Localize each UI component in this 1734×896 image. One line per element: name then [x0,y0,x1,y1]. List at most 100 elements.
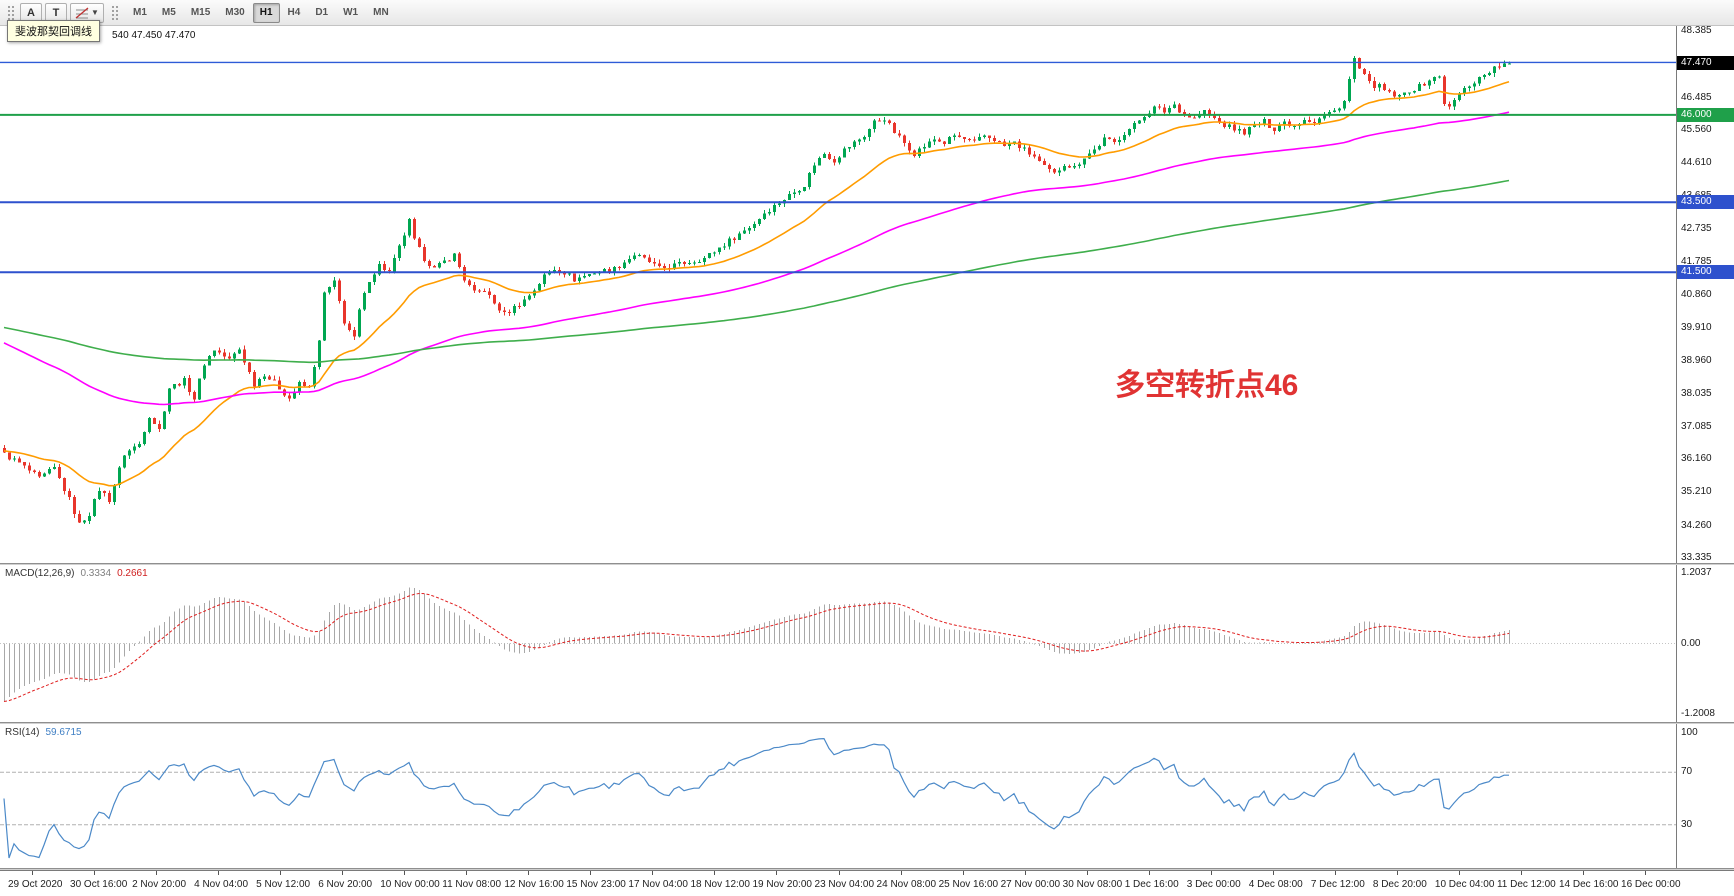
time-tick [1148,871,1150,875]
time-tick [32,871,33,875]
panel-separator[interactable] [0,722,1734,724]
time-axis-label: 5 Nov 12:00 [256,879,311,890]
price-axis-label: 34.260 [1681,519,1712,531]
chart-annotation[interactable]: 多空转折点46 [1115,369,1299,402]
time-axis-label: 11 Dec 12:00 [1496,879,1556,890]
toolbar-drag-handle[interactable] [6,3,14,22]
ohlc-quote: 540 47.450 47.470 [112,30,196,41]
macd-axis-label: -1.2008 [1681,707,1715,719]
macd-histogram [4,587,1510,702]
time-tick [342,871,344,875]
time-tick [94,871,96,875]
time-tick [1396,871,1398,875]
time-tick [838,871,840,875]
time-tick [652,871,654,875]
time-tick [1086,871,1088,875]
main-chart-plot[interactable]: 540 47.450 47.470 多空转折点46 [0,26,1676,563]
chevron-down-icon: ▼ [91,7,99,17]
toolbar: A T ▼ M1 M5 M15 M30 H1 H4 D1 W1 MN [0,0,1734,26]
price-tag-43.500: 43.500 [1677,195,1734,210]
time-axis-label: 27 Nov 00:00 [1000,879,1061,890]
macd-plot[interactable]: MACD(12,26,9) 0.3334 0.2661 [0,565,1676,722]
timeframe-w1-button[interactable]: W1 [343,7,359,18]
rsi-axis[interactable]: 100 70 30 [1676,724,1734,868]
timeframe-h1-button[interactable]: H1 [252,2,280,23]
rsi-plot[interactable]: RSI(14) 59.6715 [0,724,1676,868]
time-tick [466,871,468,875]
panel-separator[interactable] [0,868,1734,870]
timeframe-m5-button[interactable]: M5 [161,7,176,18]
candles-group [3,55,1511,524]
time-axis-label: 10 Nov 00:00 [380,879,440,890]
timeframe-group: M1 M5 M15 M30 H1 H4 D1 W1 MN [126,2,396,23]
panel-separator[interactable] [0,563,1734,565]
time-tick [776,871,778,875]
time-tick [1458,871,1460,875]
macd-axis-label: 0.00 [1681,637,1701,649]
timeframe-m1-button[interactable]: M1 [133,7,147,18]
time-axis-label: 12 Nov 16:00 [504,879,564,890]
price-axis-label: 41.785 [1681,256,1712,268]
time-axis-label: 3 Dec 00:00 [1186,879,1241,890]
macd-panel: MACD(12,26,9) 0.3334 0.2661 1.2037 0.00 -1.2… [0,565,1734,722]
fibonacci-icon [75,7,89,18]
time-axis-label: 29 Oct 2020 [8,879,63,890]
fibonacci-retracement-button[interactable]: ▼ [70,2,104,23]
rsi-axis-label: 100 [1681,727,1698,738]
rsi-label: RSI(14) 59.6715 [5,727,82,738]
time-tick [404,871,406,875]
time-tick [528,871,530,875]
price-axis-label: 38.960 [1681,355,1712,367]
time-tick [1210,871,1212,875]
time-tick [590,871,592,875]
time-axis[interactable]: 29 Oct 2020 30 Oct 16:00 2 Nov 20:00 4 Nov … [0,870,1734,896]
time-axis-label: 17 Nov 04:00 [628,879,688,890]
ma-mid-line [3,111,1510,406]
time-axis-label: 15 Nov 23:00 [566,879,626,890]
price-axis-label: 39.910 [1681,321,1712,333]
time-axis-label: 6 Nov 20:00 [318,879,373,890]
rsi-line [3,737,1509,859]
price-axis-label: 37.085 [1681,420,1712,432]
current-price-tag: 47.470 [1677,56,1734,71]
time-tick [714,871,716,875]
timeframe-mn-button[interactable]: MN [373,7,389,18]
time-axis-label: 19 Nov 20:00 [752,879,812,890]
timeframe-m15-button[interactable]: M15 [190,7,211,18]
time-axis-label: 2 Nov 20:00 [132,879,187,890]
time-tick [1334,871,1336,875]
macd-signal-line [3,592,1510,702]
time-axis-label: 25 Nov 16:00 [938,879,999,890]
main-chart-panel: 540 47.450 47.470 多空转折点46 48.38547.43546… [0,25,1734,563]
time-axis-label: 18 Nov 12:00 [690,879,750,890]
time-axis-label: 23 Nov 04:00 [814,879,875,890]
ma-fast-line [3,80,1510,487]
price-axis-label: 45.560 [1681,124,1712,136]
timeframe-d1-button[interactable]: D1 [315,7,329,18]
time-axis-label: 1 Dec 16:00 [1124,879,1179,890]
macd-axis[interactable]: 1.2037 0.00 -1.2008 [1676,565,1734,722]
time-axis-label: 4 Dec 08:00 [1248,879,1303,890]
price-axis-label: 48.385 [1681,25,1712,37]
text-tool-button[interactable]: T [45,2,67,23]
macd-axis-label: 1.2037 [1681,567,1712,578]
time-tick [1645,871,1647,875]
ma-slow-line [3,179,1510,364]
price-axis-label: 40.860 [1681,288,1712,300]
macd-label: MACD(12,26,9) 0.3334 0.2661 [5,568,148,579]
time-axis-label: 16 Dec 00:00 [1621,879,1681,890]
time-axis-label: 11 Nov 08:00 [442,879,502,890]
price-tag-46.000: 46.000 [1677,107,1734,122]
tooltip-fibonacci: 斐波那契回调线 [7,20,100,42]
timeframe-m30-button[interactable]: M30 [225,7,245,18]
time-axis-label: 4 Nov 04:00 [194,879,249,890]
timeframe-toolbar-drag-handle[interactable] [110,3,118,22]
time-tick [1272,871,1274,875]
time-tick [1583,871,1584,875]
price-tag-41.500: 41.500 [1677,265,1734,280]
time-axis-label: 10 Dec 04:00 [1434,879,1495,890]
timeframe-h4-button[interactable]: H4 [287,7,301,18]
time-axis-label: 7 Dec 12:00 [1310,879,1365,890]
price-axis[interactable]: 48.38547.43546.48545.56044.61043.68542.7… [1676,25,1734,563]
